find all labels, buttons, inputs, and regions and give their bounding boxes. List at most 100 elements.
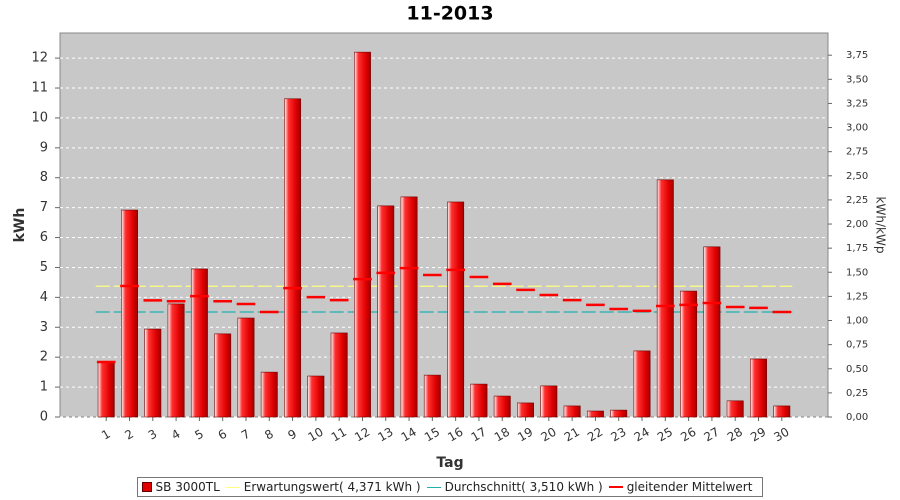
y2-tick-label: 0,50 xyxy=(846,364,868,375)
x-tick-label: 29 xyxy=(748,425,768,445)
bar xyxy=(726,400,744,418)
y2-tick-label: 0,25 xyxy=(846,388,868,399)
bar xyxy=(307,375,325,418)
y2-axis-label: kWh/kWp xyxy=(874,197,888,254)
bar xyxy=(493,395,511,418)
legend-item: Durchschnitt( 3,510 kWh ) xyxy=(426,480,603,494)
bar xyxy=(750,358,767,418)
y2-tick-label: 3,00 xyxy=(846,123,868,134)
y2-tick-label: 1,50 xyxy=(846,267,868,278)
y-tick-label: 6 xyxy=(40,230,48,245)
legend-swatch xyxy=(608,486,623,488)
y2-tick-label: 1,25 xyxy=(846,291,868,302)
x-tick-label: 2 xyxy=(122,427,136,443)
y-tick-label: 11 xyxy=(31,81,48,96)
x-tick-label: 25 xyxy=(655,425,675,445)
y2-tick-label: 2,75 xyxy=(846,147,868,158)
x-tick-label: 19 xyxy=(515,425,535,445)
chart-title: 11-2013 xyxy=(406,3,493,25)
legend-label: Durchschnitt( 3,510 kWh ) xyxy=(444,480,603,494)
x-tick-label: 23 xyxy=(608,425,628,445)
x-tick-label: 21 xyxy=(562,425,582,445)
legend-label: gleitender Mittelwert xyxy=(626,480,753,494)
y-tick-label: 4 xyxy=(40,290,48,305)
y2-tick-label: 2,00 xyxy=(846,219,868,230)
y2-tick-label: 2,25 xyxy=(846,195,868,206)
bar xyxy=(284,98,302,418)
bar xyxy=(633,350,651,418)
bar xyxy=(190,268,208,418)
legend-item: SB 3000TL xyxy=(141,480,220,494)
bar xyxy=(656,179,674,418)
x-tick-label: 15 xyxy=(422,425,442,445)
y-tick-label: 0 xyxy=(40,410,48,425)
bar xyxy=(610,409,628,418)
bar xyxy=(97,361,115,418)
x-tick-label: 28 xyxy=(725,425,745,445)
x-tick-label: 18 xyxy=(492,425,512,445)
x-tick-label: 13 xyxy=(375,425,395,445)
bar xyxy=(144,328,162,418)
x-tick-label: 26 xyxy=(678,425,698,445)
y2-tick-label: 0,00 xyxy=(846,412,868,423)
x-tick-label: 24 xyxy=(632,425,652,445)
legend-label: Erwartungswert( 4,371 kWh ) xyxy=(243,480,421,494)
bar xyxy=(563,405,581,418)
bar xyxy=(586,410,604,418)
bar xyxy=(167,303,185,418)
x-tick-label: 30 xyxy=(771,425,791,445)
y-tick-label: 3 xyxy=(40,320,48,335)
y2-tick-label: 1,75 xyxy=(846,243,868,254)
x-tick-label: 11 xyxy=(329,425,349,445)
legend-item: Erwartungswert( 4,371 kWh ) xyxy=(225,480,421,494)
legend: SB 3000TL Erwartungswert( 4,371 kWh ) Durc… xyxy=(0,477,900,497)
x-tick-label: 9 xyxy=(286,427,300,443)
bar xyxy=(377,205,395,418)
y2-tick-label: 0,75 xyxy=(846,340,868,351)
bar xyxy=(470,383,488,418)
x-tick-label: 10 xyxy=(306,425,326,445)
y2-tick-label: 3,75 xyxy=(846,50,868,61)
bar xyxy=(540,385,558,418)
y2-tick-label: 3,25 xyxy=(846,98,868,109)
x-tick-label: 20 xyxy=(538,425,558,445)
legend-swatch xyxy=(141,482,152,492)
x-tick-label: 14 xyxy=(399,425,419,445)
x-tick-label: 27 xyxy=(702,425,722,445)
x-tick-label: 4 xyxy=(169,427,183,443)
y-tick-label: 7 xyxy=(40,200,48,215)
y2-tick-label: 3,50 xyxy=(846,74,868,85)
x-tick-label: 3 xyxy=(146,427,160,443)
x-tick-label: 7 xyxy=(239,427,253,443)
y-tick-label: 9 xyxy=(40,140,48,155)
bar xyxy=(354,51,371,418)
x-tick-label: 1 xyxy=(99,427,113,443)
x-tick-label: 16 xyxy=(445,425,465,445)
bar xyxy=(447,201,465,418)
x-tick-label: 6 xyxy=(216,427,230,443)
bar xyxy=(121,209,138,418)
y-tick-label: 5 xyxy=(40,260,48,275)
bar xyxy=(517,402,534,418)
bar xyxy=(423,374,441,418)
chart: 11-2013 Tag kWh kWh/kWp 0123456789101112… xyxy=(12,3,888,472)
y-tick-label: 12 xyxy=(31,51,48,66)
y-axis-label: kWh xyxy=(12,208,28,243)
x-tick-label: 8 xyxy=(262,427,276,443)
bar xyxy=(680,290,698,418)
bar xyxy=(237,317,255,418)
x-tick-label: 17 xyxy=(469,425,489,445)
bar xyxy=(214,333,232,418)
y-tick-label: 1 xyxy=(40,380,48,395)
bar xyxy=(330,332,348,418)
legend-swatch xyxy=(225,486,240,488)
x-tick-label: 12 xyxy=(352,425,372,445)
plot-area xyxy=(59,32,829,418)
legend-item: gleitender Mittelwert xyxy=(608,480,753,494)
y-tick-label: 2 xyxy=(40,350,48,365)
legend-label: SB 3000TL xyxy=(155,480,220,494)
y2-tick-label: 2,50 xyxy=(846,171,868,182)
bar xyxy=(703,246,721,418)
bar xyxy=(773,405,791,418)
